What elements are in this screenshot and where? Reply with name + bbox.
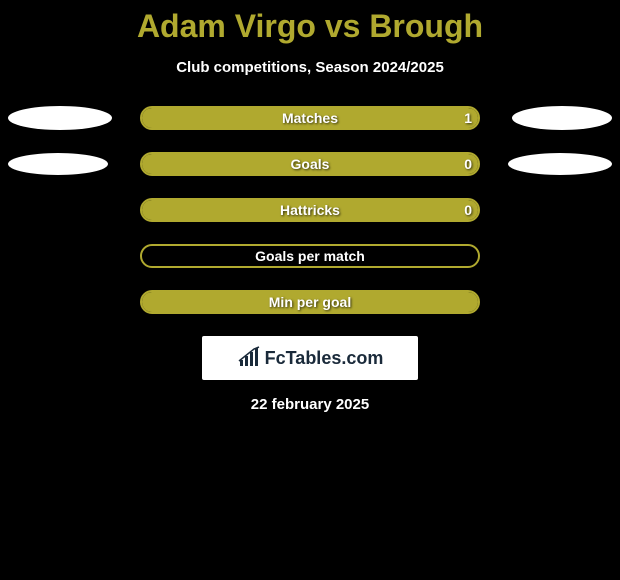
right-ellipse <box>508 153 612 175</box>
bar-value: 0 <box>464 152 472 176</box>
stat-row: Min per goal <box>0 290 620 314</box>
left-ellipse <box>8 106 112 130</box>
right-ellipse <box>512 106 612 130</box>
bar-track <box>140 106 480 130</box>
bar-fill <box>142 108 478 128</box>
stat-row: Matches1 <box>0 106 620 130</box>
date-text: 22 february 2025 <box>0 396 620 413</box>
comparison-chart: Matches1 Goals0 Hattricks0 Goals per match M… <box>0 106 620 314</box>
bar-fill <box>142 154 478 174</box>
bar-chart-icon <box>237 346 261 370</box>
bar-track <box>140 290 480 314</box>
logo-box: FcTables.com <box>202 336 418 380</box>
bar-track <box>140 152 480 176</box>
page-title: Adam Virgo vs Brough <box>0 0 620 45</box>
bar-value: 0 <box>464 198 472 222</box>
stat-row: Goals0 <box>0 152 620 176</box>
stat-row: Hattricks0 <box>0 198 620 222</box>
left-ellipse <box>8 153 108 175</box>
page-subtitle: Club competitions, Season 2024/2025 <box>0 59 620 76</box>
bar-track <box>140 198 480 222</box>
bar-fill <box>142 292 478 312</box>
bar-track <box>140 244 480 268</box>
bar-fill <box>142 200 478 220</box>
stat-row: Goals per match <box>0 244 620 268</box>
logo-text: FcTables.com <box>265 348 384 369</box>
bar-value: 1 <box>464 106 472 130</box>
